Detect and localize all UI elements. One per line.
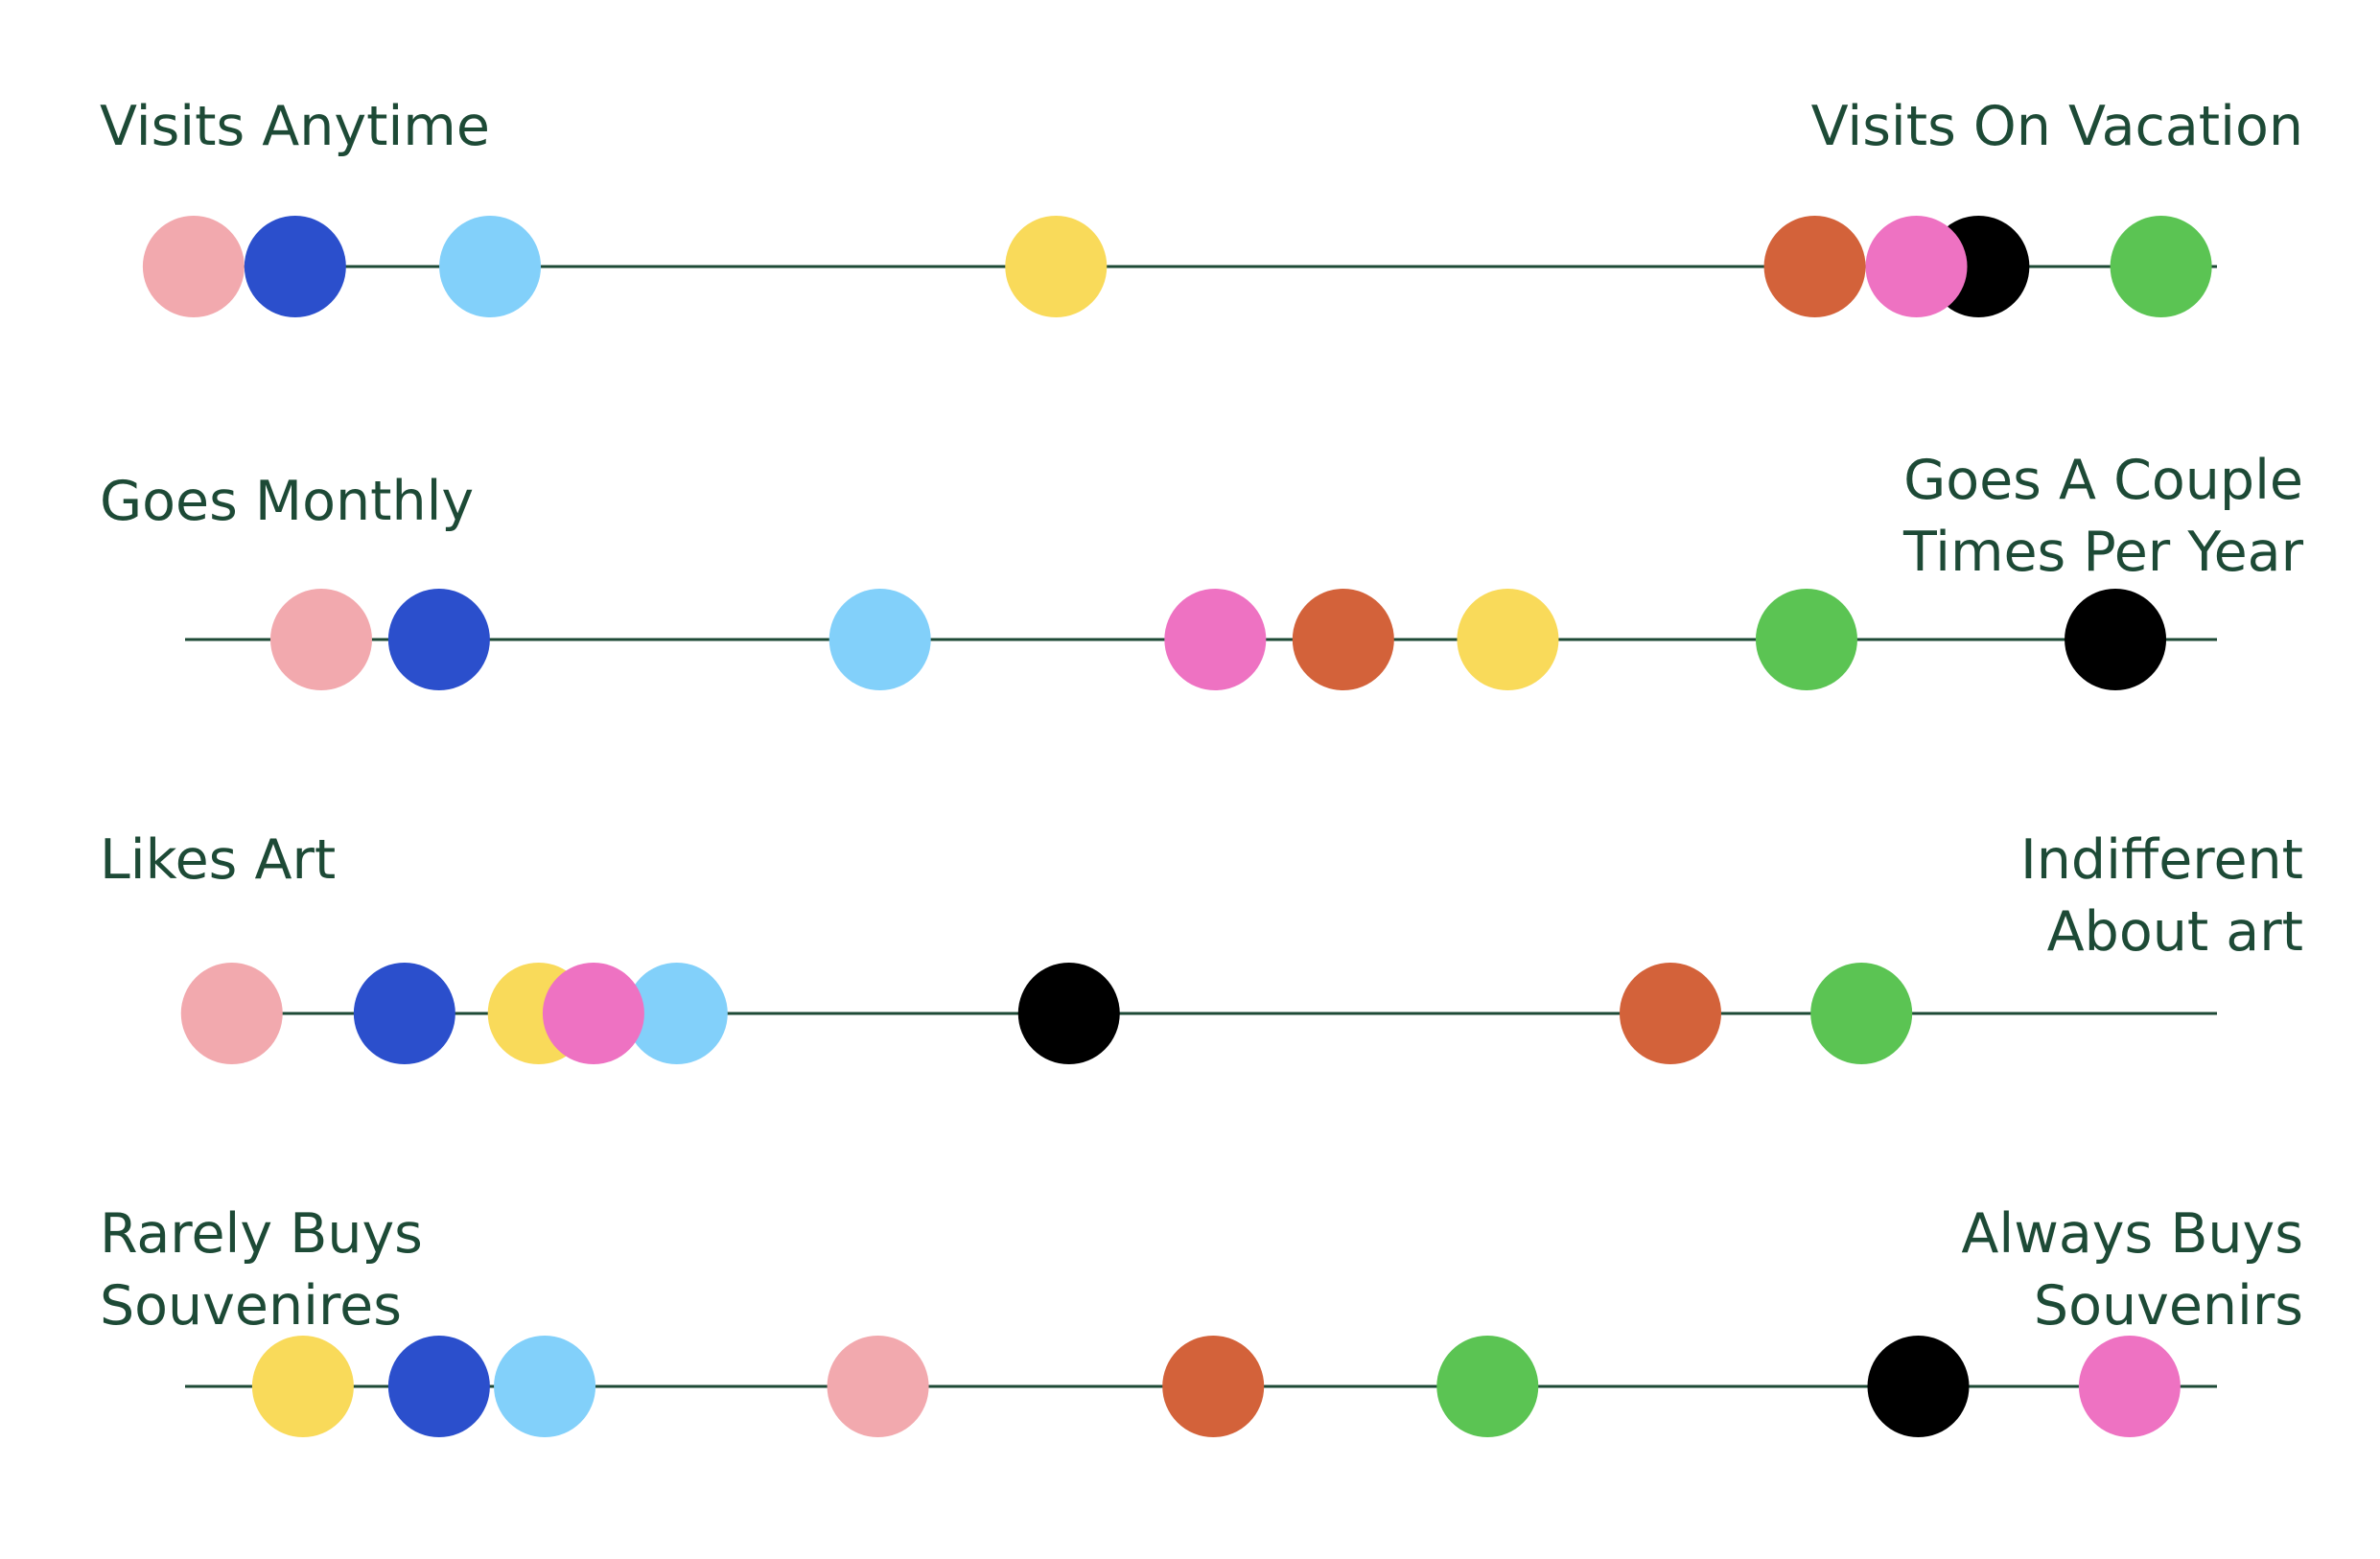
scale-4-dot-1: [251, 1336, 354, 1437]
scale-1-dot-2: [244, 216, 346, 317]
scale-3-dot-8: [1810, 963, 1913, 1064]
scale-4: [185, 1336, 2217, 1437]
scale-1-left-label: Visits Anytime: [100, 95, 490, 158]
scale-2-dot-5: [1292, 589, 1394, 690]
scale-2-dot-7: [1755, 589, 1857, 690]
scale-4-dot-5: [1162, 1336, 1265, 1437]
scale-2: [185, 589, 2217, 690]
scale-2-left-label: Goes Monthly: [100, 470, 475, 533]
scale-3-right-label: Indifferent About art: [2019, 828, 2303, 964]
scale-2-dot-4: [1164, 589, 1267, 690]
scale-3-dot-4: [625, 963, 728, 1064]
scale-4-left-label: Rarely Buys Souvenires: [100, 1202, 423, 1338]
scale-4-dot-8: [2078, 1336, 2181, 1437]
scale-3-dot-7: [1619, 963, 1721, 1064]
scale-1-dot-1: [142, 216, 245, 317]
scale-3-dot-1: [180, 963, 283, 1064]
scale-1-dot-4: [1005, 216, 1108, 317]
scale-4-dot-2: [387, 1336, 490, 1437]
scale-4-dot-7: [1867, 1336, 1970, 1437]
scale-4-dot-6: [1436, 1336, 1539, 1437]
scale-2-dot-3: [828, 589, 931, 690]
scale-3: [180, 963, 2217, 1064]
scale-1-dot-8: [2110, 216, 2212, 317]
scale-2-dot-6: [1457, 589, 1559, 690]
scale-2-dot-1: [269, 589, 372, 690]
scale-1-dot-3: [439, 216, 542, 317]
scale-2-dot-2: [387, 589, 490, 690]
scale-1-dot-5: [1763, 216, 1866, 317]
scale-1-dot-7: [1865, 216, 1968, 317]
scale-3-left-label: Likes Art: [100, 828, 337, 892]
scale-1-right-label: Visits On Vacation: [1810, 95, 2303, 158]
scale-1: [142, 216, 2217, 317]
scale-3-dot-2: [353, 963, 455, 1064]
scale-4-right-label: Always Buys Souvenirs: [1961, 1202, 2303, 1338]
scale-2-right-label: Goes A Couple Times Per Year: [1903, 449, 2303, 584]
scale-2-dot-8: [2065, 589, 2167, 690]
scale-4-dot-3: [494, 1336, 596, 1437]
scale-3-dot-6: [1017, 963, 1120, 1064]
scale-3-dot-5: [542, 963, 644, 1064]
scale-4-dot-4: [827, 1336, 929, 1437]
